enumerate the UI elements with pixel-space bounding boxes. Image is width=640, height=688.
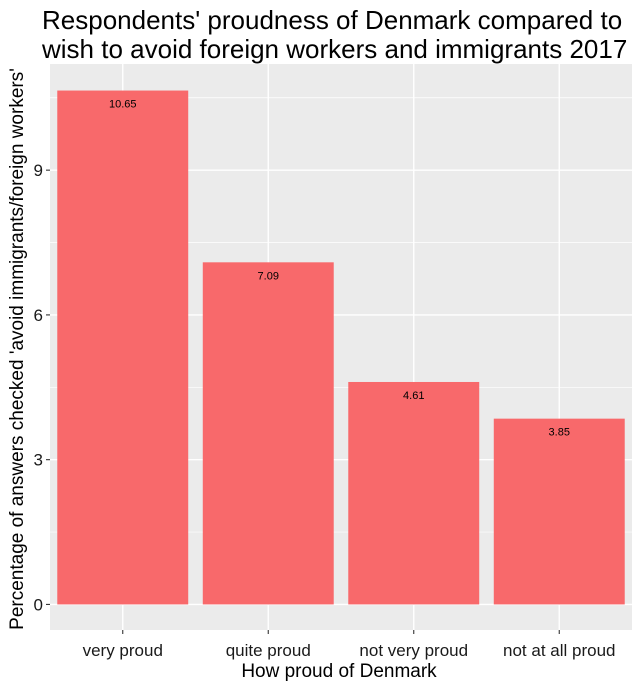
x-tick-label: very proud: [83, 641, 163, 660]
data-label: 7.09: [258, 270, 279, 282]
x-tick-label: quite proud: [226, 641, 311, 660]
data-labels: 10.65 7.09 4.61 3.85: [109, 99, 570, 439]
x-axis: very proud quite proud not very proud not a…: [83, 630, 615, 660]
data-label: 10.65: [109, 99, 137, 111]
y-tick-label: 3: [34, 451, 43, 470]
bar-not-very-proud: [348, 381, 480, 605]
x-tick-label: not at all proud: [503, 641, 615, 660]
data-label: 3.85: [549, 427, 570, 439]
y-axis: 0 3 6 9: [34, 161, 50, 614]
chart-title: Respondents' proudness of Denmark compar…: [42, 5, 628, 64]
y-tick-label: 6: [34, 306, 43, 325]
bars: [57, 90, 625, 605]
x-tick-label: not very proud: [359, 641, 468, 660]
data-label: 4.61: [403, 390, 424, 402]
y-axis-title: Percentage of answers checked 'avoid imm…: [7, 68, 28, 630]
bar-not-at-all-proud: [493, 418, 625, 605]
y-tick-label: 9: [34, 161, 43, 180]
y-tick-label: 0: [34, 595, 43, 614]
x-axis-title: How proud of Denmark: [241, 661, 437, 682]
bar-quite-proud: [202, 262, 334, 605]
bar-very-proud: [57, 90, 189, 605]
